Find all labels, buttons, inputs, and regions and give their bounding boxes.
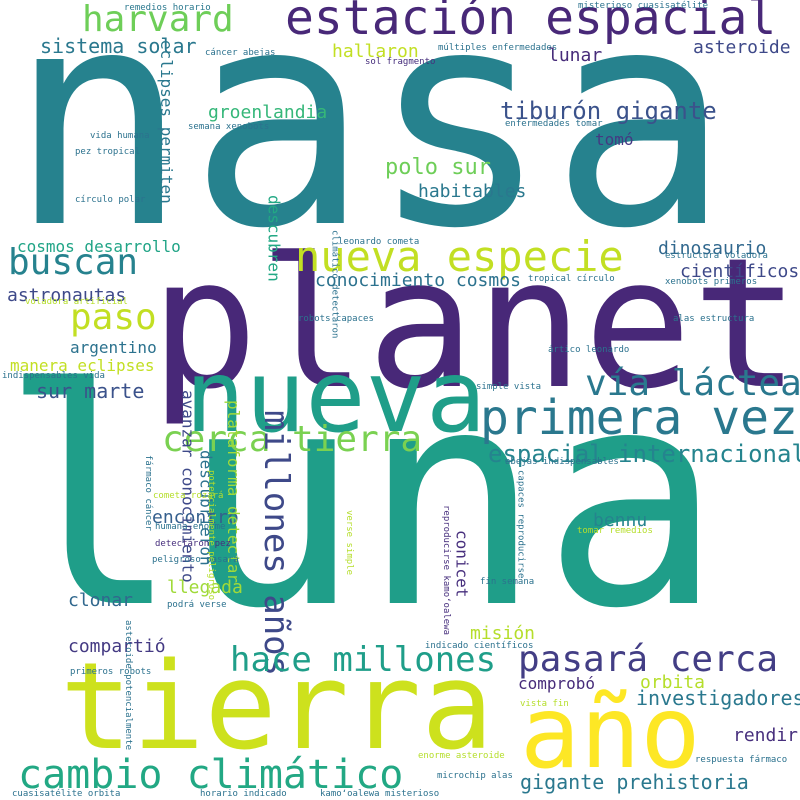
word-microchip-alas: microchip alas <box>437 771 513 781</box>
word-xenobots-primeros: xenobots primeros <box>665 277 758 287</box>
word-buscan: buscan <box>8 242 139 283</box>
word-lunar: lunar <box>548 45 603 66</box>
word-estructura-voladora: estructura voladora <box>665 251 768 261</box>
word-cometa-rozara: cometa rozará <box>153 491 224 501</box>
word-kamooalewa-misterioso: kamoʻoalewa misterioso <box>320 789 440 799</box>
word-voladora-artificial: voladora artificial <box>25 297 128 307</box>
word-encontro: encontró <box>152 507 239 528</box>
word-sistema-solar: sistema solar <box>40 34 197 58</box>
word-hace-millones: hace millones <box>230 640 497 680</box>
word-respuesta-farmaco: respuesta fármaco <box>695 755 788 765</box>
word-habitables: habitables <box>418 181 527 202</box>
word-luna: luna <box>0 325 723 674</box>
word-llegada: llegada <box>167 577 243 598</box>
word-sur-marte: sur marte <box>36 379 145 403</box>
word-groenlandia: groenlandia <box>208 102 328 123</box>
word-eclipses-permiten: eclipses permiten <box>156 40 176 204</box>
word-dinosaurio: dinosaurio <box>658 238 767 259</box>
word-horario-indicado: horario indicado <box>200 789 287 799</box>
word-cosmos-desarrollo: cosmos desarrollo <box>17 237 181 256</box>
word-fin-semana: fin semana <box>480 577 535 587</box>
word-simple-vista: simple vista <box>476 382 542 392</box>
word-bennu: bennu <box>593 510 648 531</box>
word-cambio-climatico: cambio climático <box>18 752 404 798</box>
word-vida-humana: vida humana <box>90 131 150 141</box>
word-artico-leonardo: ártico leonardo <box>548 345 630 355</box>
word-circulo-polar: círculo polar <box>75 195 146 205</box>
word-tropical-circulo: tropical círculo <box>528 274 615 284</box>
word-asteroide-potencialmente: asteroide potencialmente <box>123 620 134 751</box>
word-polo-sur: polo sur <box>385 155 491 180</box>
word-asteroide: asteroide <box>693 37 791 58</box>
word-semana-xenobots: semana xenobots <box>188 122 270 132</box>
word-orbita: orbita <box>640 672 706 693</box>
word-capaces-reproducirse: capaces reproducirse <box>515 470 526 579</box>
word-indispensables-vida: indispensables vida <box>2 371 105 381</box>
word-cancer-abejas: cáncer abejas <box>205 48 276 58</box>
word-remedios-horario: remedios horario <box>124 3 211 13</box>
word-farmaco-cancer: fármaco cáncer <box>142 455 153 531</box>
word-vista-fin: vista fin <box>520 699 569 709</box>
word-espacial-internacional: espacial internacional <box>488 440 800 468</box>
word-cerca-tierra: cerca tierra <box>162 419 423 460</box>
word-estacion-espacial: estación espacial <box>285 0 777 46</box>
word-sol-fragmento: sol fragmento <box>365 57 436 67</box>
word-verse-simple: verse simple <box>344 510 355 576</box>
word-conicet: conicet <box>452 530 472 598</box>
word-planeta: planeta <box>150 220 800 429</box>
word-humana-enorme: humana enorme <box>155 522 226 532</box>
word-argentino: argentino <box>70 338 157 357</box>
word-nueva-especie: nueva especie <box>295 232 624 281</box>
word-tomar-remedios: tomar remedios <box>577 526 653 536</box>
word-cientificos: científicos <box>680 261 800 282</box>
word-clonar: clonar <box>68 590 134 611</box>
word-robots-capaces: robots capaces <box>298 314 374 324</box>
word-pasara-cerca: pasará cerca <box>518 639 779 680</box>
word-potencialmente-peligroso: potencialmente peligroso <box>206 470 217 601</box>
word-manera-eclipses: manera eclipses <box>10 356 155 375</box>
word-nasa: nasa <box>8 0 731 294</box>
word-tomo: tomó <box>595 130 634 149</box>
word-tiburon-gigante: tiburón gigante <box>500 97 717 125</box>
word-pez-tropical: pez tropical <box>75 147 141 157</box>
word-primeros-robots: primeros robots <box>70 667 152 677</box>
word-abejas-indispensables: abejas indispensables <box>505 457 619 467</box>
word-descubren: descubren <box>264 195 284 282</box>
word-harvard: harvard <box>82 0 234 40</box>
word-primera-vez: primera vez <box>480 390 798 446</box>
word-reproducirse-kamooalewa: reproducirse kamoʻoalewa <box>441 505 452 636</box>
word-paso: paso <box>70 297 157 338</box>
word-comprobo: comprobó <box>518 674 596 693</box>
word-avanzar-conocimiento: avanzar conocimiento <box>178 390 198 583</box>
word-ano: año <box>520 674 701 791</box>
word-indicado-cientificos: indicado científicos <box>425 641 534 651</box>
word-nueva: nueva <box>185 338 487 455</box>
word-enorme-asteroide: enorme asteroide <box>418 751 505 761</box>
word-tierra: tierra <box>60 638 494 777</box>
word-peligroso-pasara: peligroso pasará <box>152 555 239 565</box>
word-astronautas: astronautas <box>7 285 127 306</box>
word-climatico-detectaron: climático detectaron <box>329 230 340 339</box>
word-mision: misión <box>470 623 536 644</box>
word-alas-estructura: alas estructura <box>673 314 755 324</box>
word-enfermedades-tomar: enfermedades tomar <box>505 119 603 129</box>
word-compartio: compartió <box>68 636 166 657</box>
word-podra-verse: podrá verse <box>167 600 227 610</box>
word-rendir: rendir <box>733 725 799 746</box>
word-cuasisatelite-orbita: cuasisatélite orbita <box>12 789 121 799</box>
word-investigadores: investigadores <box>636 686 800 710</box>
word-misterioso-cuasisatelite: misterioso cuasisatélite <box>578 1 709 11</box>
word-conocimiento-cosmos: conocimiento cosmos <box>315 270 521 291</box>
word-multiples-enfermedades: múltiples enfermedades <box>438 43 558 53</box>
word-via-lactea: vía láctea <box>585 363 800 404</box>
word-detectaron-pez: detectaron pez <box>155 539 231 549</box>
word-hallaron: hallaron <box>332 41 419 62</box>
word-gigante-prehistoria: gigante prehistoria <box>520 770 749 794</box>
word-leonardo-cometa: leonardo cometa <box>338 237 420 247</box>
word-millones-anos: millones años <box>256 410 297 677</box>
